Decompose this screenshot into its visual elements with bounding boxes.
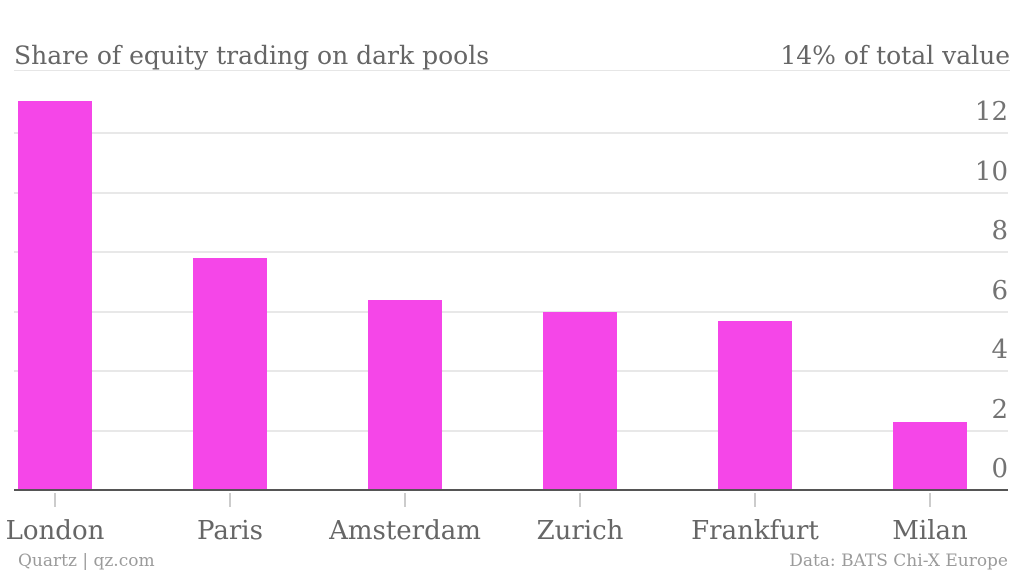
y-axis-label-6: 6 [991, 275, 1008, 306]
chart-title: Share of equity trading on dark pools [14, 41, 490, 70]
bar-frankfurt [718, 320, 792, 490]
source-attribution-right: Data: BATS Chi-X Europe [789, 551, 1008, 571]
bar-milan [893, 421, 967, 490]
gridline-8 [14, 251, 1008, 254]
x-axis-tick-paris [229, 493, 231, 507]
y-axis-label-0: 0 [991, 454, 1008, 484]
bar-zurich [543, 311, 617, 490]
x-axis-category-label-frankfurt: Frankfurt [691, 516, 819, 546]
y-axis-label-8: 8 [991, 216, 1008, 247]
x-axis-tick-zurich [579, 493, 581, 507]
y-axis-label-10: 10 [974, 156, 1008, 187]
x-axis-category-label-london: London [5, 516, 105, 546]
x-axis-category-label-zurich: Zurich [536, 516, 624, 546]
bar-amsterdam [368, 299, 442, 490]
gridline-12 [14, 132, 1008, 135]
x-axis-baseline [14, 489, 1008, 491]
x-axis-category-label-amsterdam: Amsterdam [329, 516, 481, 546]
y-axis-label-2: 2 [991, 394, 1008, 425]
gridline-4 [14, 370, 1008, 373]
header-divider [14, 70, 1010, 71]
x-axis-category-label-paris: Paris [197, 516, 263, 546]
x-axis-category-label-milan: Milan [892, 516, 968, 546]
bar-paris [193, 258, 267, 490]
gridline-2 [14, 429, 1008, 432]
x-axis-tick-milan [929, 493, 931, 507]
chart-subtitle-note: 14% of total value [780, 41, 1010, 70]
y-axis-label-12: 12 [974, 97, 1008, 128]
y-axis-label-4: 4 [991, 335, 1008, 366]
bar-london [18, 100, 92, 490]
gridline-6 [14, 310, 1008, 313]
source-attribution-left: Quartz | qz.com [18, 551, 155, 571]
gridline-10 [14, 191, 1008, 194]
x-axis-tick-amsterdam [404, 493, 406, 507]
x-axis-tick-london [54, 493, 56, 507]
x-axis-tick-frankfurt [754, 493, 756, 507]
